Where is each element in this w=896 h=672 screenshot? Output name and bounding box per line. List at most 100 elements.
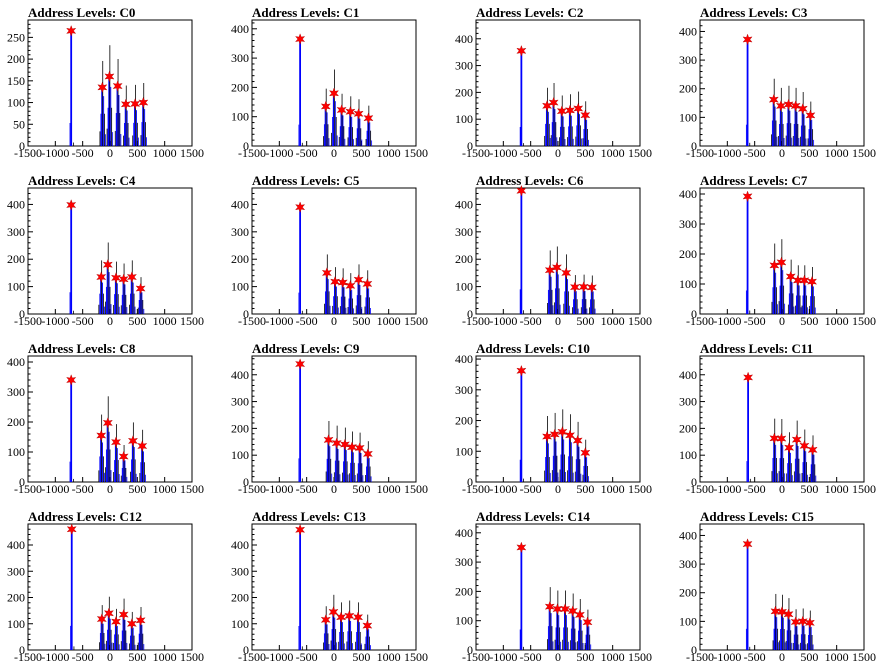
x-tick-label: -1000 — [489, 650, 517, 664]
y-tick-label: 200 — [455, 85, 473, 99]
chart-svg: 0 100 200 300 400 -1500 -1000 -500 0 500 1000 1500 — [679, 355, 876, 496]
x-tick-label: -1500 — [14, 146, 42, 160]
x-tick-label: 500 — [128, 482, 146, 496]
y-tick-label: 300 — [679, 395, 697, 409]
chart-svg: 0 50 100 150 200 250 -1500 -1000 -500 0 500 1000 150… — [7, 19, 204, 160]
x-tick-label: -500 — [520, 146, 542, 160]
peak-marker — [783, 608, 794, 620]
peak-marker — [783, 98, 794, 111]
peak-marker — [799, 274, 810, 287]
x-tick-label: 0 — [779, 650, 785, 664]
y-tick-label: 300 — [7, 225, 25, 239]
peak-marker — [560, 603, 571, 615]
y-tick-label: 0 — [467, 643, 473, 657]
x-tick-label: 1000 — [377, 650, 401, 664]
chart-panel: Address Levels: C4 0 100 200 300 400 -1500 -100… — [0, 168, 224, 336]
peak-marker — [797, 615, 808, 628]
y-tick-label: 100 — [7, 96, 25, 110]
x-tick-label: -500 — [744, 650, 766, 664]
peak-marker — [138, 96, 149, 109]
x-tick-label: 1000 — [153, 650, 177, 664]
peak-marker — [353, 273, 364, 286]
y-tick-label: 100 — [679, 110, 697, 124]
y-tick-label: 400 — [455, 197, 473, 211]
peak-marker — [542, 99, 553, 112]
peak-marker — [337, 276, 348, 289]
x-tick-label: -500 — [296, 314, 318, 328]
peak-marker — [362, 619, 373, 632]
x-tick-label: 1000 — [601, 314, 625, 328]
x-tick-label: -1500 — [238, 650, 266, 664]
peak-marker — [797, 102, 808, 115]
x-tick-label: 1000 — [153, 482, 177, 496]
chart-svg: 0 100 200 300 400 -1500 -1000 -500 0 500 1000 1500 — [231, 523, 428, 664]
peak-marker — [118, 608, 129, 621]
peak-marker — [323, 434, 334, 446]
x-tick-label: 0 — [555, 314, 561, 328]
y-tick-label: 150 — [7, 74, 25, 88]
x-tick-label: -1000 — [489, 482, 517, 496]
chart-panel: Address Levels: C2 0 100 200 300 400 -1500 -100… — [448, 0, 672, 168]
chart-svg: 0 100 200 300 400 -1500 -1000 -500 0 500 1000 1500 — [455, 352, 652, 496]
peak-marker — [126, 617, 137, 630]
y-tick-label: 0 — [19, 475, 25, 489]
peak-marker — [516, 541, 527, 554]
peak-marker — [770, 605, 781, 618]
chart-svg: 0 100 200 300 400 -1500 -1000 -500 0 500 1000 1500 — [231, 355, 428, 496]
x-tick-label: 0 — [107, 314, 113, 328]
y-tick-label: 100 — [231, 448, 249, 462]
chart-title: Address Levels: C2 — [476, 5, 584, 20]
chart-title: Address Levels: C14 — [476, 509, 590, 524]
chart-title: Address Levels: C15 — [700, 509, 814, 524]
y-tick-label: 100 — [679, 277, 697, 291]
x-tick-label: -1500 — [686, 650, 714, 664]
y-tick-label: 200 — [679, 247, 697, 261]
x-tick-label: -1000 — [41, 482, 69, 496]
peak-marker — [578, 281, 589, 293]
peak-marker — [362, 448, 373, 460]
peak-marker — [544, 600, 555, 613]
peak-marker — [127, 435, 138, 447]
y-tick-label: 400 — [679, 528, 697, 542]
peak-marker — [328, 606, 339, 618]
peak-marker — [295, 523, 306, 536]
chart-title: Address Levels: C4 — [28, 173, 136, 188]
x-tick-label: -500 — [72, 314, 94, 328]
chart-panel: Address Levels: C7 0 100 200 300 400 -1500 -100… — [672, 168, 896, 336]
chart-svg: 0 100 200 300 400 -1500 -1000 -500 0 500 1000 1500 — [455, 19, 652, 160]
peak-marker — [565, 104, 576, 117]
y-tick-label: 100 — [231, 280, 249, 294]
x-tick-label: 500 — [800, 650, 818, 664]
peak-marker — [516, 364, 527, 377]
x-tick-label: -1000 — [41, 314, 69, 328]
x-tick-label: -500 — [296, 650, 318, 664]
x-tick-label: 1500 — [180, 650, 204, 664]
chart-svg: 0 100 200 300 400 -1500 -1000 -500 0 500 1000 1500 — [231, 187, 428, 328]
y-tick-label: 300 — [231, 395, 249, 409]
y-tick-label: 200 — [7, 52, 25, 66]
x-tick-label: -1000 — [713, 482, 741, 496]
peak-marker — [573, 102, 584, 115]
plot-frame — [475, 355, 641, 483]
chart-title: Address Levels: C10 — [476, 341, 590, 356]
y-tick-label: 400 — [455, 352, 473, 366]
x-tick-label: -1000 — [41, 650, 69, 664]
y-tick-label: 200 — [455, 584, 473, 598]
chart-svg: 0 100 200 300 400 -1500 -1000 -500 0 500 1000 1500 — [679, 187, 876, 328]
y-tick-label: 0 — [243, 643, 249, 657]
x-tick-label: -1000 — [489, 146, 517, 160]
x-tick-label: 1000 — [377, 314, 401, 328]
y-tick-label: 100 — [7, 445, 25, 459]
x-tick-label: -1000 — [489, 314, 517, 328]
x-tick-label: -500 — [520, 482, 542, 496]
chart-title: Address Levels: C0 — [28, 5, 136, 20]
peak-marker — [135, 614, 146, 627]
peak-marker — [66, 523, 77, 536]
peak-marker — [556, 105, 567, 117]
y-tick-label: 0 — [19, 307, 25, 321]
peak-marker — [135, 282, 146, 295]
y-tick-label: 400 — [231, 368, 249, 382]
y-tick-label: 0 — [691, 307, 697, 321]
y-tick-label: 100 — [7, 617, 25, 631]
chart-panel: Address Levels: C3 0 100 200 300 400 -1500 -100… — [672, 0, 896, 168]
